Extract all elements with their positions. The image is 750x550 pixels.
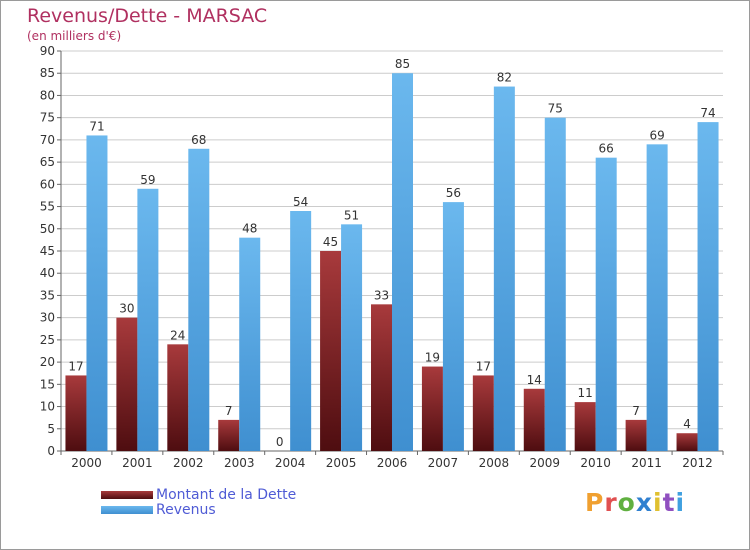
bar-revenus — [697, 122, 719, 451]
x-tick-label: 2000 — [71, 456, 102, 470]
bar-revenus — [290, 211, 312, 451]
bar-revenus — [493, 86, 515, 452]
x-tick-label: 2008 — [479, 456, 510, 470]
logo-letter: P — [585, 488, 605, 517]
data-label-dette: 4 — [683, 417, 691, 431]
bar-dette — [167, 344, 189, 451]
data-label-revenus: 71 — [89, 119, 104, 133]
y-tick-label: 35 — [40, 288, 55, 302]
logo-letter: t — [662, 488, 676, 517]
bar-dette — [320, 251, 342, 451]
logo-letter: i — [675, 488, 686, 517]
x-tick-label: 2003 — [224, 456, 255, 470]
bar-dette — [574, 402, 596, 451]
y-tick-label: 45 — [40, 244, 55, 258]
y-tick-label: 40 — [40, 266, 55, 280]
y-tick-label: 50 — [40, 222, 55, 236]
y-tick-label: 75 — [40, 111, 55, 125]
data-label-dette: 45 — [323, 235, 338, 249]
data-label-revenus: 75 — [548, 102, 563, 116]
bar-revenus — [239, 237, 261, 451]
bar-dette — [116, 317, 138, 451]
chart-subtitle: (en milliers d'€) — [27, 29, 122, 43]
x-tick-label: 2002 — [173, 456, 204, 470]
logo-letter: r — [604, 488, 618, 517]
y-tick-label: 60 — [40, 177, 55, 191]
bar-revenus — [341, 224, 363, 451]
data-label-revenus: 51 — [344, 208, 359, 222]
bar-dette — [65, 375, 87, 451]
y-tick-label: 90 — [40, 44, 55, 58]
data-label-revenus: 56 — [446, 186, 461, 200]
data-label-dette: 11 — [578, 386, 593, 400]
x-tick-label: 2001 — [122, 456, 153, 470]
legend-label-dette: Montant de la Dette — [156, 487, 297, 503]
y-tick-label: 80 — [40, 88, 55, 102]
y-tick-label: 25 — [40, 333, 55, 347]
data-label-dette: 7 — [225, 404, 233, 418]
data-label-dette: 17 — [68, 359, 83, 373]
data-label-dette: 17 — [476, 359, 491, 373]
y-tick-label: 20 — [40, 355, 55, 369]
bar-revenus — [442, 202, 464, 451]
data-label-dette: 33 — [374, 288, 389, 302]
data-label-revenus: 66 — [599, 142, 614, 156]
data-label-dette: 19 — [425, 351, 440, 365]
x-tick-label: 2006 — [377, 456, 408, 470]
y-tick-label: 55 — [40, 200, 55, 214]
bar-dette — [421, 366, 443, 451]
data-label-revenus: 85 — [395, 57, 410, 71]
proxiti-logo: Proxiti — [585, 488, 685, 517]
data-label-revenus: 69 — [649, 128, 664, 142]
data-label-revenus: 59 — [140, 173, 155, 187]
chart-title: Revenus/Dette - MARSAC — [27, 5, 268, 27]
legend-label-revenus: Revenus — [156, 502, 216, 518]
bar-revenus — [646, 144, 668, 452]
y-tick-label: 5 — [47, 422, 55, 436]
data-label-revenus: 74 — [700, 106, 715, 120]
y-tick-label: 15 — [40, 377, 55, 391]
bar-revenus — [392, 73, 413, 451]
x-tick-label: 2011 — [631, 456, 662, 470]
data-label-dette: 7 — [632, 404, 640, 418]
x-tick-label: 2010 — [580, 456, 611, 470]
legend-swatch-revenus — [101, 506, 153, 514]
data-label-revenus: 82 — [497, 71, 512, 85]
y-tick-label: 65 — [40, 155, 55, 169]
data-label-revenus: 54 — [293, 195, 308, 209]
data-label-dette: 24 — [170, 328, 185, 342]
bar-revenus — [86, 135, 108, 451]
x-tick-label: 2012 — [682, 456, 713, 470]
x-tick-label: 2005 — [326, 456, 357, 470]
y-tick-label: 30 — [40, 311, 55, 325]
bar-revenus — [188, 148, 210, 451]
y-tick-label: 0 — [47, 444, 55, 458]
bar-dette — [676, 433, 698, 451]
bar-revenus — [544, 117, 566, 452]
bar-dette — [472, 375, 494, 451]
y-tick-label: 85 — [40, 66, 55, 80]
data-label-revenus: 68 — [191, 133, 206, 147]
data-label-revenus: 48 — [242, 222, 257, 236]
bar-dette — [218, 419, 240, 451]
bar-revenus — [137, 188, 159, 451]
bar-dette — [371, 304, 392, 451]
y-tick-label: 70 — [40, 133, 55, 147]
x-tick-label: 2007 — [428, 456, 459, 470]
y-tick-label: 10 — [40, 400, 55, 414]
logo-letter: i — [653, 488, 663, 517]
logo-letter: o — [617, 488, 636, 517]
data-label-dette: 14 — [527, 373, 542, 387]
x-tick-label: 2004 — [275, 456, 306, 470]
data-label-dette: 30 — [119, 302, 134, 316]
legend-swatch-dette — [101, 491, 153, 499]
bar-dette — [523, 388, 545, 451]
data-label-dette: 0 — [276, 435, 284, 449]
logo-letter: x — [635, 488, 653, 517]
x-tick-label: 2009 — [529, 456, 560, 470]
bar-dette — [625, 419, 647, 451]
bar-revenus — [595, 157, 617, 451]
